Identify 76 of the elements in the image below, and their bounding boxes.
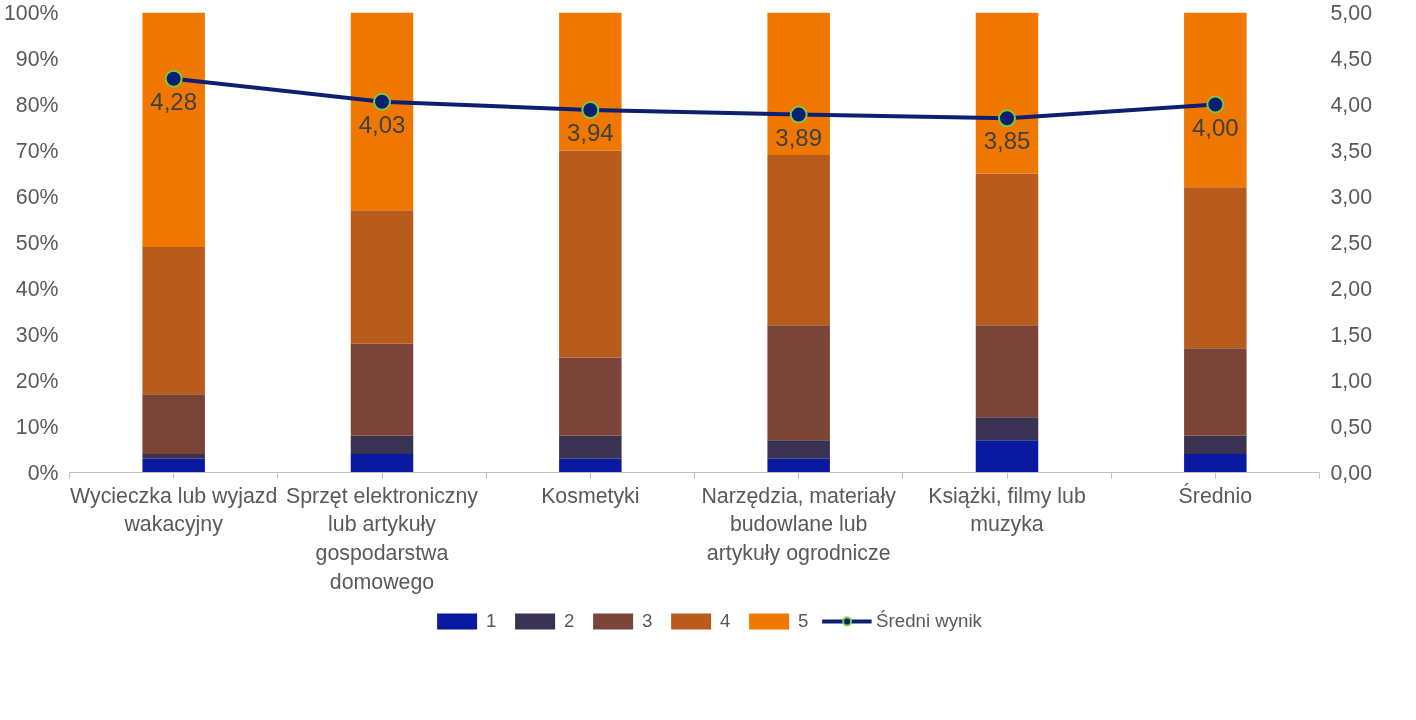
y2-tick-label: 2,50 <box>1330 231 1373 255</box>
bar <box>559 150 622 358</box>
x-tick-label: Kosmetyki <box>541 483 640 508</box>
x-tick-label: Książki, filmy lub muzyka <box>928 483 1086 537</box>
bar <box>1184 435 1247 455</box>
y2-tick-label: 4,50 <box>1330 47 1373 71</box>
y-tick-label: 50% <box>15 230 59 255</box>
data-label: 3,85 <box>983 127 1031 155</box>
data-label: 3,94 <box>566 119 614 147</box>
y2-tick-label: 4,00 <box>1330 93 1373 117</box>
y-tick-label: 40% <box>15 276 59 301</box>
point <box>164 69 183 88</box>
bar <box>975 440 1039 473</box>
legend-label: 5 <box>798 610 810 632</box>
point <box>1206 95 1225 114</box>
bar <box>767 12 830 156</box>
point <box>581 101 600 119</box>
bar <box>1184 348 1247 436</box>
bar <box>767 155 830 326</box>
data-label: 4,28 <box>150 87 198 115</box>
legend-label: 1 <box>486 610 498 632</box>
bar <box>767 325 830 441</box>
y2-tick-label: 0,00 <box>1330 461 1373 485</box>
bar <box>975 173 1039 326</box>
y2-tick-label: 1,00 <box>1330 369 1373 393</box>
bar <box>559 458 622 473</box>
bar <box>1184 454 1247 473</box>
legend-label: Średni wynik <box>876 610 982 632</box>
bar <box>142 12 205 248</box>
y-tick-label: 10% <box>15 414 59 439</box>
bar <box>975 12 1039 174</box>
point <box>789 105 808 124</box>
y-tick-label: 0% <box>27 460 59 485</box>
bar <box>350 210 414 344</box>
y2-tick-label: 3,50 <box>1330 139 1373 163</box>
y-tick-label: 60% <box>15 184 59 209</box>
point <box>998 109 1016 128</box>
bar <box>767 440 830 459</box>
x-tick-label: Narzędzia, materiały budowlane lub artykuły ogrodnicze <box>701 483 897 566</box>
data-label: 4,03 <box>358 110 406 138</box>
bar <box>142 247 205 395</box>
bar <box>350 343 414 436</box>
y-tick-label: 30% <box>15 322 59 347</box>
data-label: 3,89 <box>775 123 823 151</box>
bar <box>1184 12 1247 188</box>
legend-label: 4 <box>720 610 732 632</box>
bar <box>975 325 1039 418</box>
y-tick-label: 90% <box>15 46 59 71</box>
x-tick-label: Sprzęt elektroniczny lub artykuły gospodarstwa domowego <box>285 483 479 594</box>
y2-tick-label: 3,00 <box>1330 185 1373 209</box>
bar <box>975 417 1039 441</box>
bar <box>350 435 414 455</box>
bar <box>350 454 414 473</box>
x-tick-label: Wycieczka lub wyjazd wakacyjny <box>70 483 278 537</box>
x-tick-label: Średnio <box>1178 482 1253 508</box>
bar <box>142 394 205 455</box>
point <box>373 92 391 111</box>
y-tick-label: 100% <box>3 0 59 25</box>
y2-tick-label: 1,50 <box>1330 323 1373 347</box>
y-tick-label: 80% <box>15 92 59 117</box>
legend-label: 2 <box>564 610 576 632</box>
legend-label: 3 <box>642 610 654 632</box>
data-label: 4,00 <box>1191 113 1239 141</box>
bar <box>559 435 622 459</box>
bar <box>559 357 622 436</box>
bar <box>559 12 622 151</box>
y-tick-label: 20% <box>15 368 59 393</box>
bar <box>142 454 205 459</box>
y2-tick-label: 0,50 <box>1330 415 1373 439</box>
bar <box>1184 187 1247 349</box>
y-tick-label: 70% <box>15 138 59 163</box>
y2-tick-label: 5,00 <box>1330 1 1373 25</box>
bar <box>767 458 830 473</box>
y2-tick-label: 2,00 <box>1330 277 1373 301</box>
bar <box>142 458 205 473</box>
bar <box>350 12 414 211</box>
